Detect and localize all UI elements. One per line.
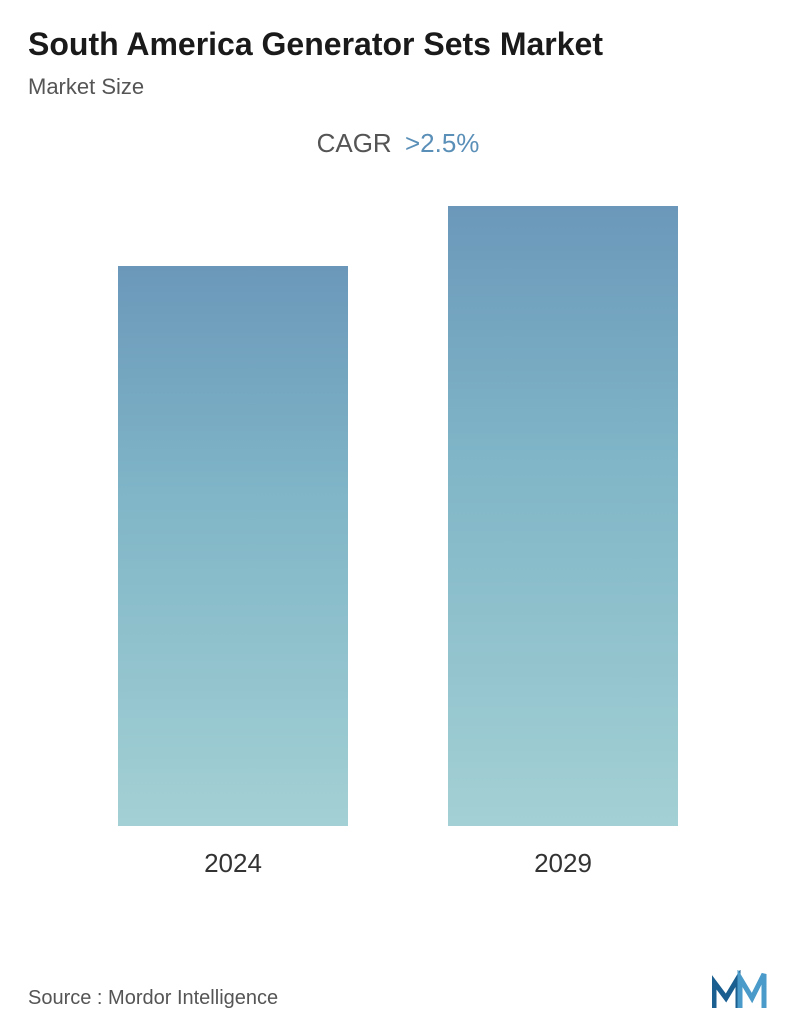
cagr-value: 2.5% bbox=[420, 128, 479, 158]
bar-group-1: 2029 bbox=[448, 206, 678, 879]
bar-1 bbox=[448, 206, 678, 826]
bar-label-0: 2024 bbox=[204, 848, 262, 879]
bar-chart: 2024 2029 bbox=[28, 199, 768, 879]
footer: Source : Mordor Intelligence bbox=[28, 970, 768, 1010]
cagr-symbol: > bbox=[405, 128, 420, 158]
page-title: South America Generator Sets Market bbox=[28, 24, 768, 66]
bar-group-0: 2024 bbox=[118, 266, 348, 879]
bar-0 bbox=[118, 266, 348, 826]
mordor-logo-icon bbox=[712, 970, 768, 1010]
cagr-label: CAGR bbox=[317, 128, 392, 158]
bar-label-1: 2029 bbox=[534, 848, 592, 879]
page-subtitle: Market Size bbox=[28, 74, 768, 100]
source-text: Source : Mordor Intelligence bbox=[28, 987, 278, 1010]
cagr-row: CAGR >2.5% bbox=[28, 128, 768, 159]
